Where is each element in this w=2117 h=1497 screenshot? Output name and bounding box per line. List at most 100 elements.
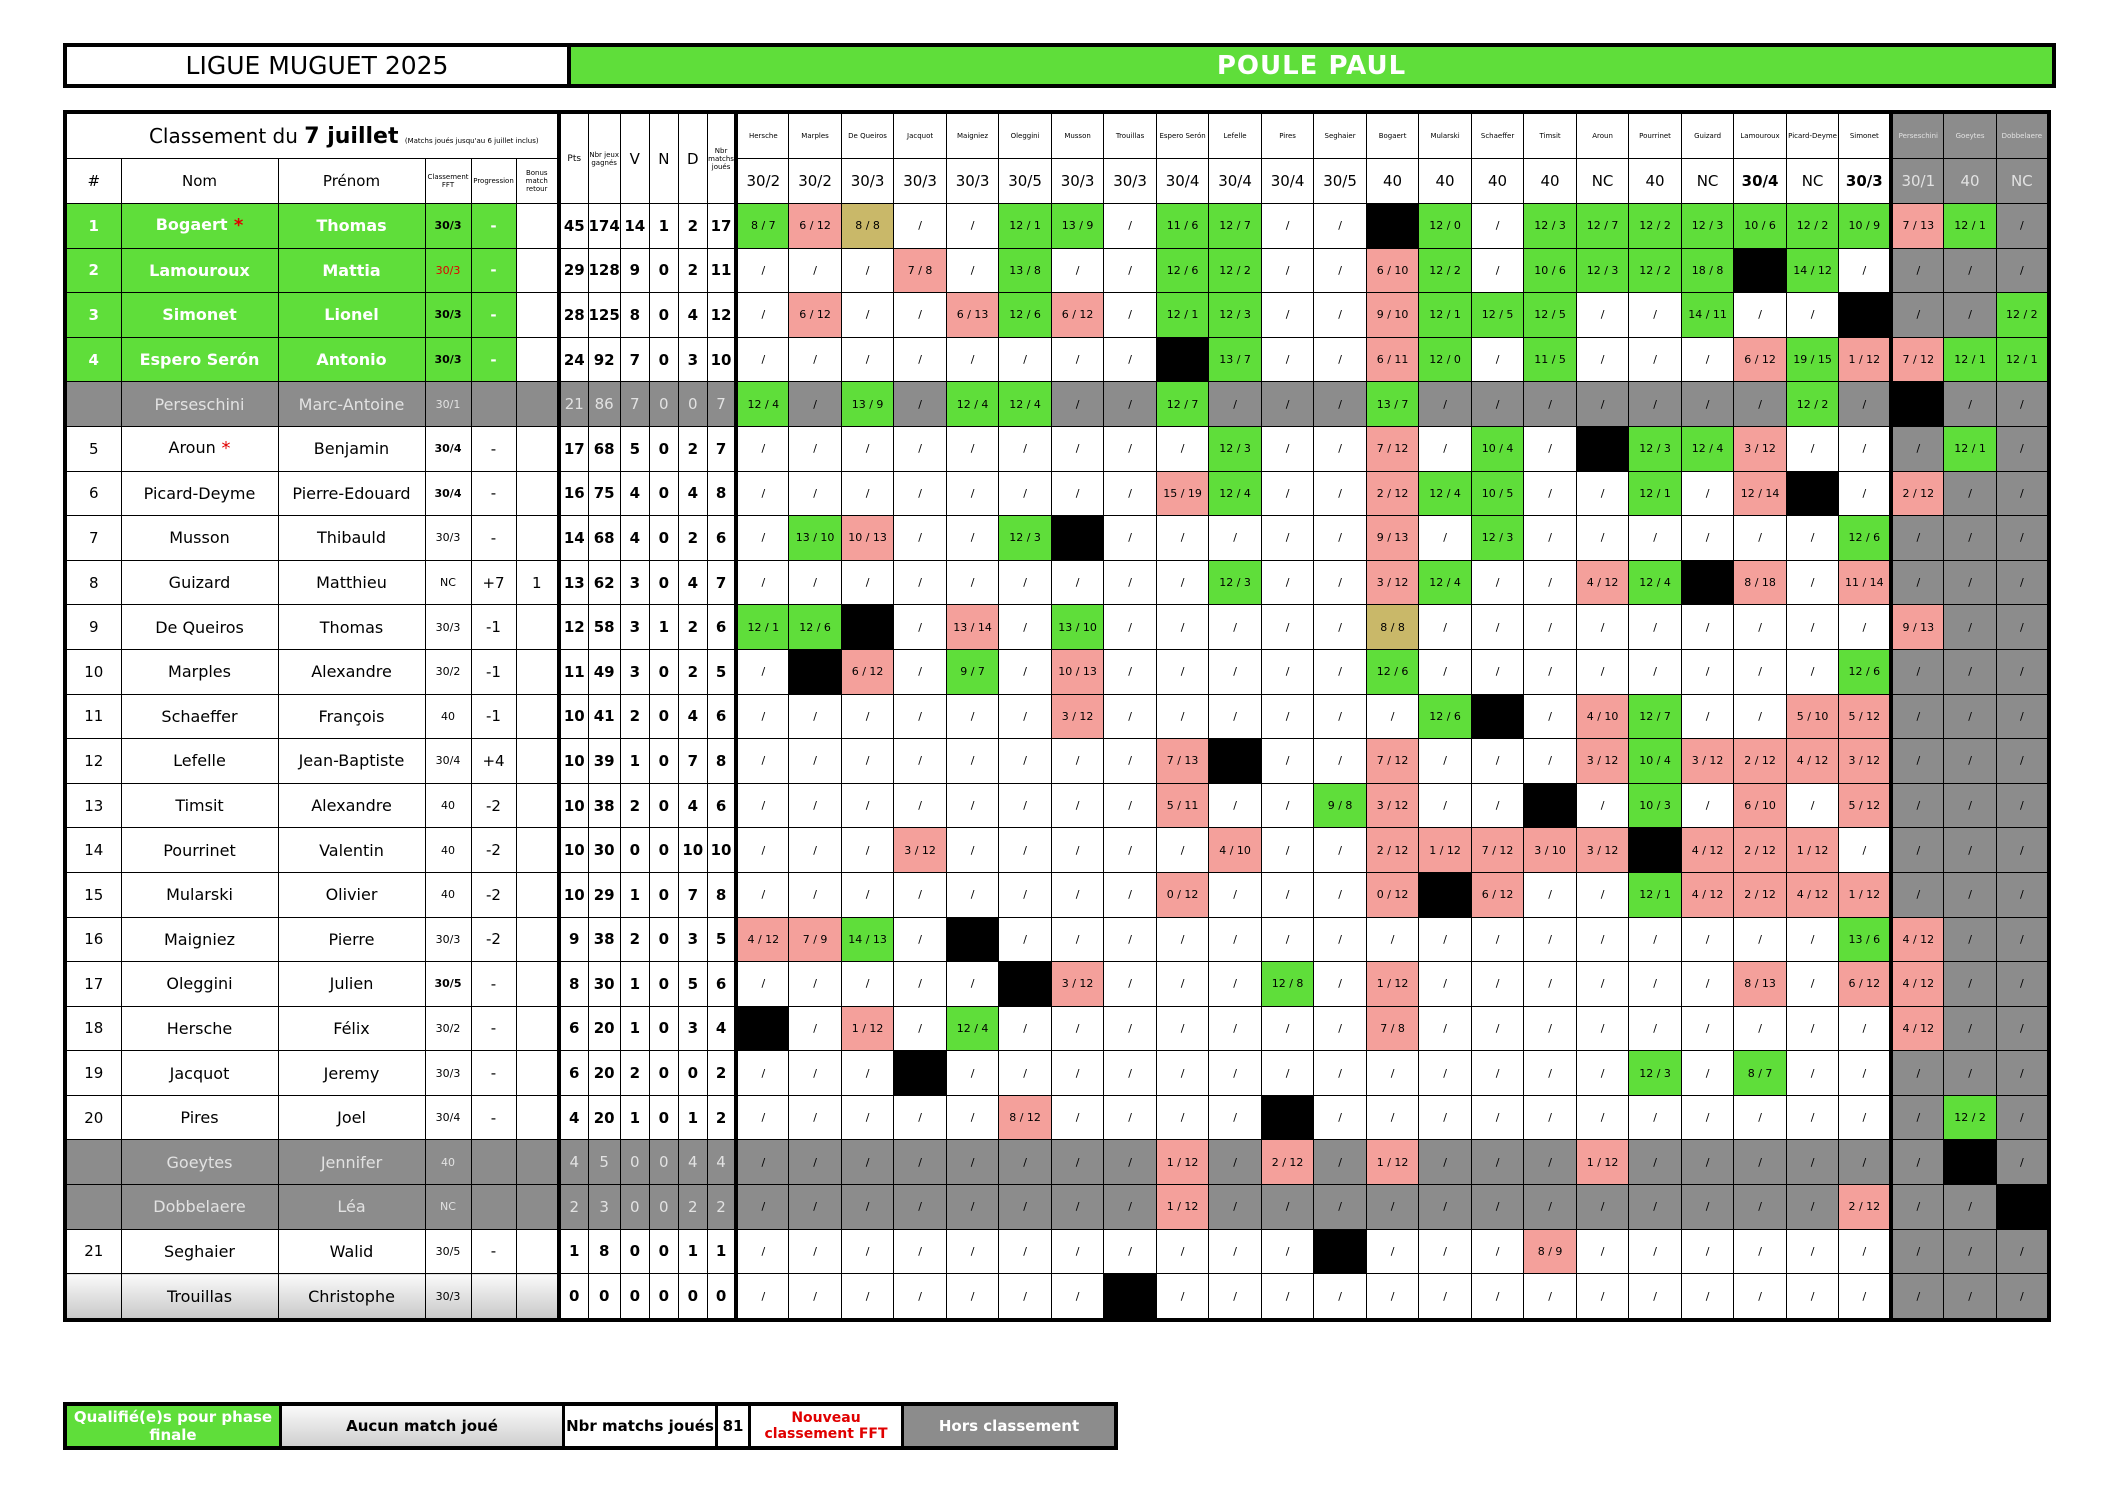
- match-cell: /: [1523, 738, 1577, 784]
- match-score: /: [918, 888, 922, 902]
- match-score: /: [1233, 709, 1237, 723]
- match-cell: /: [1889, 1228, 1945, 1275]
- player-stat-jeux: 68: [587, 425, 621, 472]
- match-cell: 13 / 9: [1050, 203, 1105, 249]
- match-cell: /: [1995, 559, 2050, 606]
- match-cell: 4 / 12: [1785, 871, 1840, 918]
- match-score: /: [1758, 308, 1762, 322]
- match-score: /: [1075, 1066, 1080, 1080]
- match-score: /: [1916, 709, 1921, 723]
- player-stat-v: 1: [619, 871, 650, 918]
- match-score: 12 / 14: [1740, 486, 1780, 500]
- match-score: /: [1233, 977, 1237, 991]
- player-stat-d: 2: [677, 203, 708, 249]
- match-cell: /: [1889, 738, 1945, 784]
- match-score: /: [1495, 1066, 1500, 1080]
- match-score: 4 / 12: [1796, 754, 1829, 768]
- match-score: /: [1548, 1021, 1552, 1035]
- match-cell: /: [1733, 648, 1787, 695]
- match-score: 11 / 14: [1844, 576, 1884, 590]
- match-cell: 14 / 12: [1785, 247, 1840, 294]
- match-score: 12 / 3: [1639, 1066, 1671, 1080]
- player-progression: -2: [470, 782, 517, 829]
- match-cell: /: [1943, 515, 1997, 561]
- match-score: /: [1758, 932, 1762, 946]
- player-stat-pts: 13: [557, 559, 589, 606]
- player-first-name: Valentin: [277, 827, 426, 873]
- match-cell: 7 / 13: [1889, 203, 1945, 249]
- match-score: 2 / 12: [1376, 843, 1409, 857]
- match-score: /: [761, 1289, 766, 1303]
- match-cell: /: [734, 961, 790, 1007]
- match-cell: /: [1313, 871, 1367, 918]
- match-score: /: [1653, 531, 1657, 545]
- player-fft-ranking: 40: [424, 1139, 472, 1186]
- match-cell: /: [893, 559, 947, 606]
- match-cell: /: [1365, 693, 1420, 740]
- match-score: /: [1128, 1155, 1132, 1169]
- match-cell: /: [788, 470, 842, 517]
- match-score: /: [1338, 531, 1342, 545]
- match-cell: /: [734, 336, 790, 383]
- match-cell: 8 / 7: [1733, 1050, 1787, 1096]
- match-score: /: [1810, 308, 1815, 322]
- match-score: /: [2019, 665, 2024, 679]
- player-stat-n: 1: [648, 604, 679, 650]
- player-last-name-text: Musson: [169, 528, 230, 548]
- player-last-name-text: Maigniez: [163, 929, 236, 949]
- match-score: /: [1548, 1155, 1552, 1169]
- match-cell: /: [1050, 559, 1105, 606]
- match-cell: /: [1628, 292, 1682, 338]
- match-cell: /: [1313, 336, 1367, 383]
- match-cell: 12 / 6: [1155, 247, 1210, 294]
- player-stat-d: 3: [677, 916, 708, 963]
- match-score: 10 / 4: [1639, 754, 1671, 768]
- match-score: 6 / 12: [851, 665, 884, 679]
- match-cell: /: [893, 1184, 947, 1230]
- match-cell: /: [1995, 604, 2050, 650]
- match-score: 12 / 6: [799, 620, 831, 634]
- match-cell: 6 / 12: [788, 203, 842, 249]
- player-fft-ranking: 30/3: [424, 1273, 472, 1321]
- match-cell: /: [734, 871, 790, 918]
- match-cell: /: [1785, 425, 1840, 472]
- match-score: /: [1495, 1021, 1500, 1035]
- match-score: /: [865, 1289, 870, 1303]
- player-rank: 3: [64, 292, 122, 338]
- match-score: /: [813, 1066, 817, 1080]
- opponent-name: Oleggini: [998, 111, 1052, 159]
- opponent-name: Bogaert: [1365, 111, 1420, 159]
- player-progression: [470, 1184, 517, 1230]
- match-score: /: [1495, 219, 1500, 233]
- match-score: 1 / 12: [1166, 1155, 1199, 1169]
- match-cell: /: [1838, 1094, 1892, 1141]
- player-stat-v: 1: [619, 961, 650, 1007]
- player-stat-jeux: 5: [587, 1139, 621, 1186]
- match-score: /: [1705, 977, 1710, 991]
- match-cell: /: [734, 1139, 790, 1186]
- player-stat-n: 0: [648, 648, 679, 695]
- match-score: 12 / 6: [1429, 709, 1461, 723]
- player-stat-n: 0: [648, 1050, 679, 1096]
- match-cell: 3 / 12: [893, 827, 947, 873]
- match-score: /: [1233, 1021, 1237, 1035]
- opponent-rank: 30/4: [1208, 158, 1262, 204]
- match-score: 12 / 7: [1219, 219, 1251, 233]
- match-score: /: [1653, 397, 1657, 411]
- match-cell: /: [945, 1184, 1000, 1230]
- match-cell: 11 / 6: [1155, 203, 1210, 249]
- match-score: /: [1548, 888, 1552, 902]
- match-score: /: [865, 1244, 870, 1258]
- player-stat-pts: 10: [557, 693, 589, 740]
- player-fft-ranking: NC: [424, 1184, 472, 1230]
- match-score: /: [1758, 397, 1762, 411]
- player-stat-m: 4: [706, 1005, 737, 1052]
- match-score: /: [1128, 754, 1132, 768]
- match-score: /: [2019, 1111, 2024, 1125]
- match-score: /: [761, 665, 766, 679]
- player-stat-d: 1: [677, 1094, 708, 1141]
- player-last-name: Picard-Deyme: [120, 470, 279, 517]
- match-score: /: [865, 486, 870, 500]
- player-row: 12 Lefelle Jean-Baptiste 30/4 +4 10 39 1 0 7 8// / /…: [64, 738, 2050, 784]
- player-last-name-text: Perseschini: [154, 394, 245, 414]
